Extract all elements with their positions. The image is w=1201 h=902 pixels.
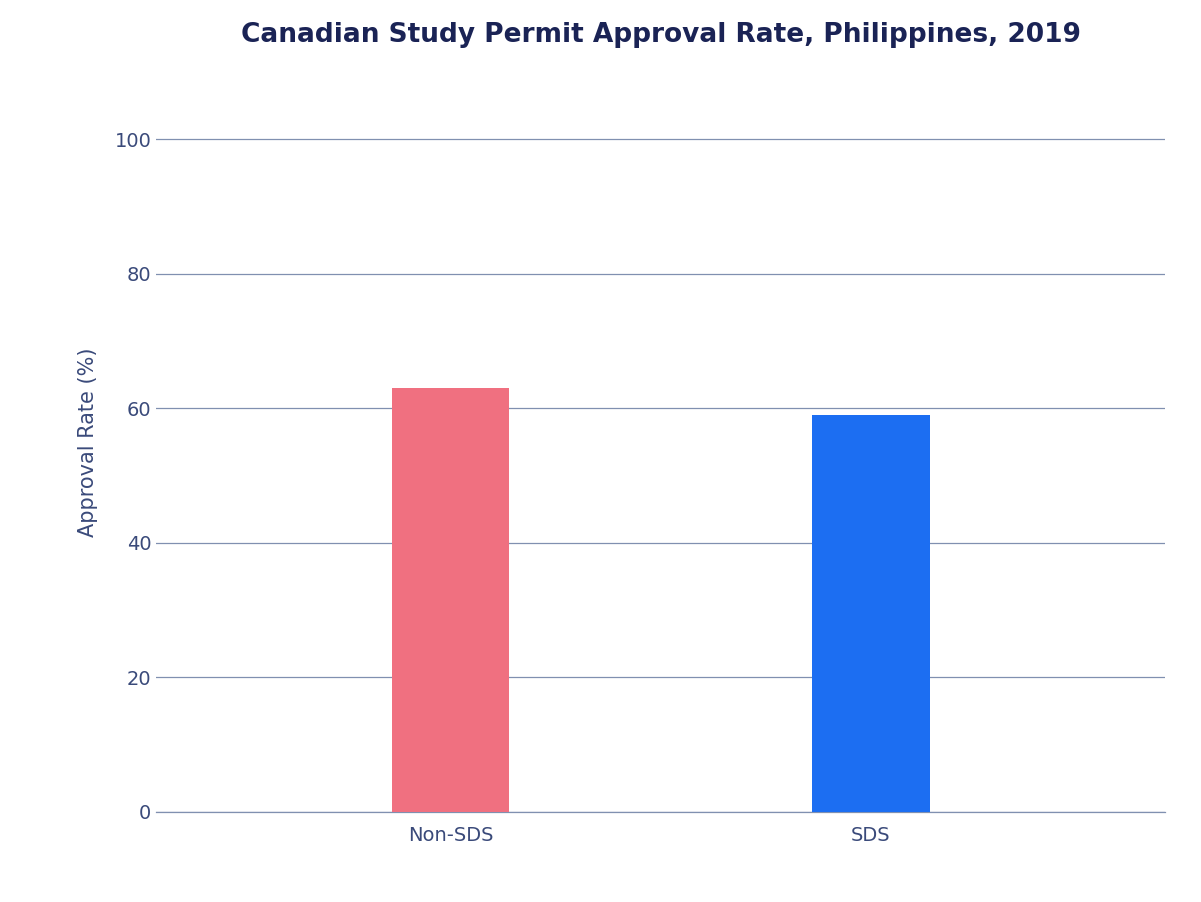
Y-axis label: Approval Rate (%): Approval Rate (%) — [78, 347, 97, 537]
Title: Canadian Study Permit Approval Rate, Philippines, 2019: Canadian Study Permit Approval Rate, Phi… — [240, 22, 1081, 48]
Bar — [392, 388, 509, 812]
Bar — [812, 415, 930, 812]
